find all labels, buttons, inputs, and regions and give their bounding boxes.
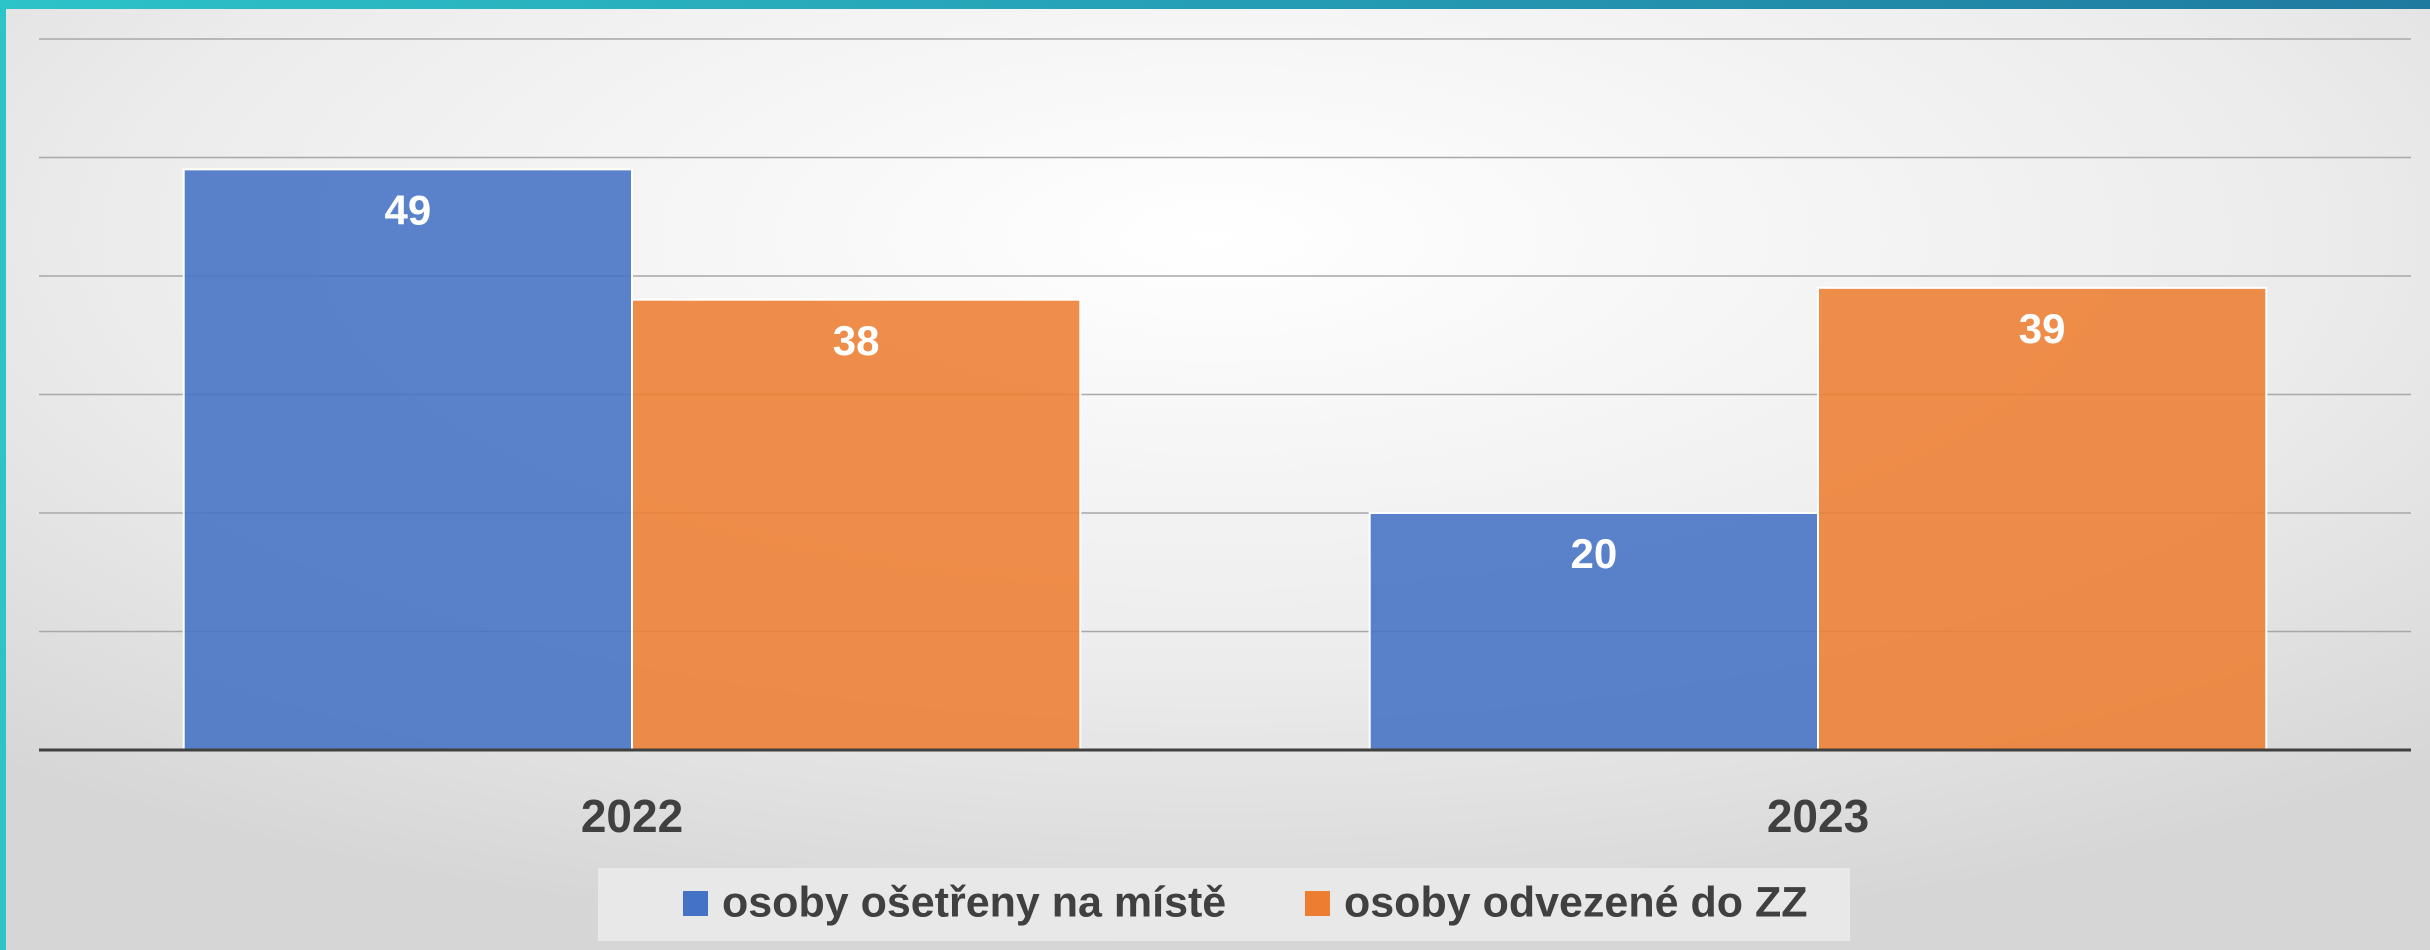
legend-label: osoby ošetřeny na místě (722, 878, 1226, 926)
x-tick-label: 2023 (1767, 790, 1869, 842)
bar (1368, 512, 1820, 751)
top-border (0, 0, 2430, 9)
data-label: 38 (833, 317, 880, 364)
bar (1817, 286, 2268, 751)
legend-box (598, 868, 1850, 941)
legend-swatch (683, 891, 708, 916)
x-tick-label: 2022 (581, 790, 683, 842)
data-label: 39 (2019, 305, 2066, 352)
left-border (0, 0, 6, 950)
data-label: 49 (384, 186, 431, 233)
legend-swatch (1305, 891, 1330, 916)
bar (631, 298, 1082, 751)
bar (182, 168, 634, 752)
data-label: 20 (1570, 530, 1617, 577)
legend-label: osoby odvezené do ZZ (1344, 878, 1808, 926)
